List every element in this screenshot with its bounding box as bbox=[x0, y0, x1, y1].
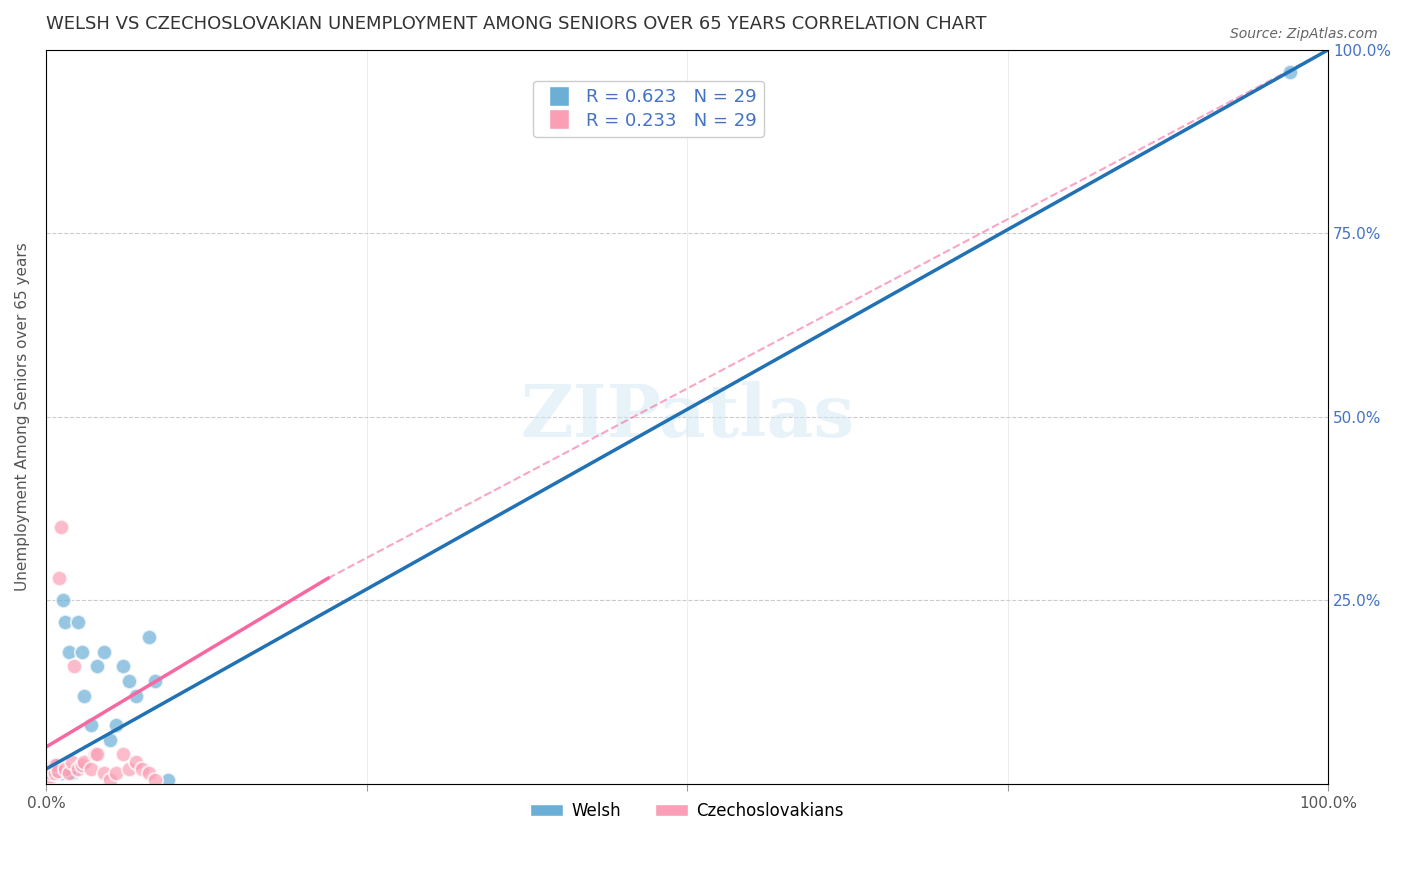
Point bbox=[41, 762, 63, 776]
Point bbox=[105, 765, 128, 780]
Text: WELSH VS CZECHOSLOVAKIAN UNEMPLOYMENT AMONG SENIORS OVER 65 YEARS CORRELATION CH: WELSH VS CZECHOSLOVAKIAN UNEMPLOYMENT AM… bbox=[46, 15, 987, 33]
Point bbox=[80, 762, 103, 776]
Text: Source: ZipAtlas.com: Source: ZipAtlas.com bbox=[1230, 27, 1378, 41]
Point bbox=[98, 732, 121, 747]
Point bbox=[38, 773, 60, 788]
Point bbox=[60, 765, 83, 780]
Point bbox=[125, 755, 148, 769]
Point bbox=[83, 747, 105, 762]
Point bbox=[52, 593, 75, 607]
Point bbox=[118, 673, 141, 688]
Legend: Welsh, Czechoslovakians: Welsh, Czechoslovakians bbox=[523, 796, 851, 827]
Point bbox=[42, 762, 65, 776]
Point bbox=[105, 718, 128, 732]
Point bbox=[51, 520, 73, 534]
Point bbox=[53, 615, 76, 630]
Point bbox=[45, 758, 67, 772]
Point bbox=[39, 769, 62, 783]
Point bbox=[125, 689, 148, 703]
Point bbox=[73, 755, 96, 769]
Point bbox=[39, 765, 62, 780]
Point bbox=[143, 673, 166, 688]
Point bbox=[70, 645, 93, 659]
Point bbox=[45, 758, 67, 772]
Point bbox=[98, 773, 121, 788]
Point bbox=[66, 615, 89, 630]
Point bbox=[86, 747, 108, 762]
Point bbox=[73, 689, 96, 703]
Point bbox=[93, 645, 115, 659]
Point bbox=[58, 765, 80, 780]
Point bbox=[44, 765, 66, 780]
Point bbox=[38, 773, 60, 788]
Point bbox=[38, 771, 60, 785]
Point bbox=[111, 747, 134, 762]
Point bbox=[58, 645, 80, 659]
Point bbox=[111, 659, 134, 673]
Point bbox=[93, 765, 115, 780]
Point bbox=[46, 765, 69, 780]
Point bbox=[51, 765, 73, 780]
Point bbox=[60, 755, 83, 769]
Point bbox=[48, 571, 70, 585]
Point bbox=[66, 762, 89, 776]
Point bbox=[70, 758, 93, 772]
Point bbox=[80, 718, 103, 732]
Y-axis label: Unemployment Among Seniors over 65 years: Unemployment Among Seniors over 65 years bbox=[15, 243, 30, 591]
Point bbox=[86, 659, 108, 673]
Point bbox=[53, 762, 76, 776]
Point bbox=[156, 773, 179, 788]
Point bbox=[38, 769, 60, 783]
Point bbox=[42, 758, 65, 772]
Point bbox=[118, 762, 141, 776]
Point bbox=[44, 764, 66, 778]
Point bbox=[1278, 65, 1301, 79]
Point bbox=[41, 765, 63, 780]
Text: ZIPatlas: ZIPatlas bbox=[520, 381, 853, 452]
Point bbox=[46, 764, 69, 778]
Point bbox=[138, 765, 160, 780]
Point bbox=[138, 630, 160, 644]
Point bbox=[143, 773, 166, 788]
Point bbox=[48, 762, 70, 776]
Point bbox=[131, 762, 153, 776]
Point bbox=[63, 659, 86, 673]
